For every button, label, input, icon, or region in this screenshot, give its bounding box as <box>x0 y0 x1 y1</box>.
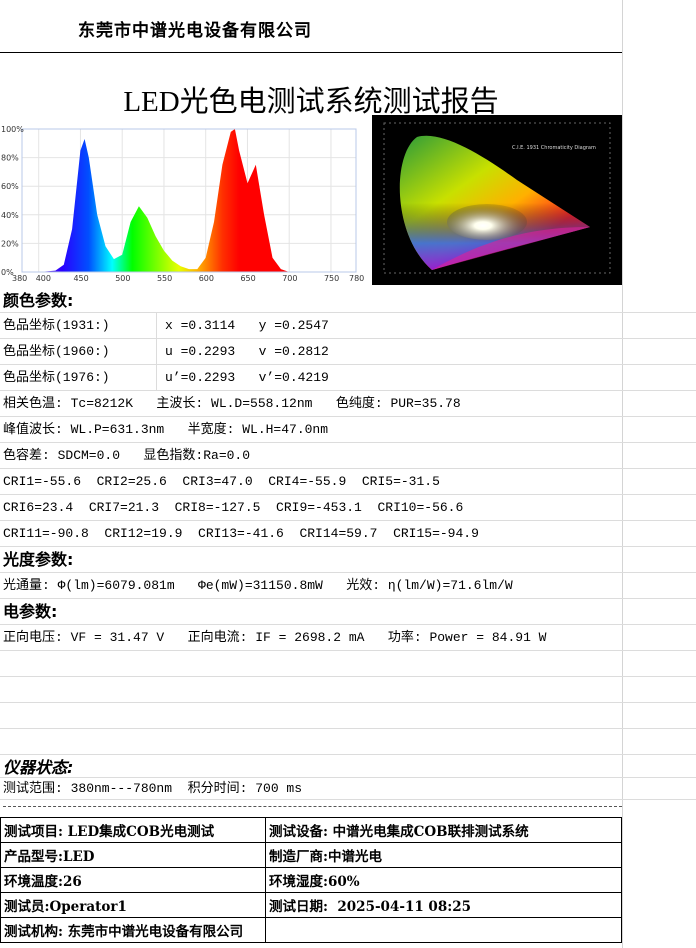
spectrum-chart: 0% 20% 40% 60% 80% 100% 380 400 450 500 550 600 650 7… <box>1 125 364 283</box>
test-info-table: 测试项目: LED集成COB光电测试 测试设备: 中谱光电集成COB联排测试系统产… <box>0 817 622 943</box>
instrument-line: 测试范围: 380nm---780nm 积分时间: 700 ms <box>0 778 696 800</box>
blank-row <box>0 729 696 755</box>
color-param-row: CRI11=-90.8 CRI12=19.9 CRI13=-41.6 CRI14… <box>0 521 696 547</box>
y-tick-label: 100% <box>1 125 24 134</box>
info-row: 测试员:Operator1 测试日期: 2025-04-11 08:25 <box>0 892 622 918</box>
info-cell: 测试设备: 中谱光电集成COB联排测试系统 <box>265 817 622 843</box>
cie-diagram: C.I.E. 1931 Chromaticity Diagram <box>372 115 622 285</box>
chromaticity-value: x =0.3114 y =0.2547 <box>156 313 329 338</box>
section-instrument: 仪器状态: <box>0 755 696 778</box>
x-tick-label: 550 <box>157 274 172 283</box>
info-cell: 测试员:Operator1 <box>0 892 266 918</box>
info-cell: 测试项目: LED集成COB光电测试 <box>0 817 266 843</box>
x-tick-label: 650 <box>240 274 255 283</box>
info-cell: 环境温度:26 <box>0 867 266 893</box>
report-title: LED光色电测试系统测试报告 <box>123 86 499 118</box>
y-tick-label: 60% <box>1 182 19 191</box>
plot-frame <box>21 128 357 273</box>
info-cell: 测试日期: 2025-04-11 08:25 <box>265 892 622 918</box>
section-electrical: 电参数: <box>0 599 696 625</box>
chromaticity-label: 色品坐标(1960:) <box>3 344 110 359</box>
electrical-line: 正向电压: VF = 31.47 V 正向电流: IF = 2698.2 mA … <box>0 625 696 651</box>
info-cell: 环境湿度:60% <box>265 867 622 893</box>
color-param-row: 色容差: SDCM=0.0 显色指数:Ra=0.0 <box>0 443 696 469</box>
section-color: 颜色参数: <box>0 288 696 313</box>
chromaticity-row: 色品坐标(1960:) u =0.2293 v =0.2812 <box>0 339 696 365</box>
cie-title: C.I.E. 1931 Chromaticity Diagram <box>512 145 596 151</box>
info-row: 测试项目: LED集成COB光电测试 测试设备: 中谱光电集成COB联排测试系统 <box>0 817 622 843</box>
x-tick-label: 500 <box>115 274 130 283</box>
header-divider <box>0 52 622 53</box>
info-cell: 产品型号:LED <box>0 842 266 868</box>
y-tick-label: 0% <box>1 268 14 277</box>
info-cell <box>265 917 622 943</box>
photometric-line: 光通量: Φ(lm)=6079.081m Φe(mW)=31150.8mW 光效… <box>0 573 696 599</box>
info-cell: 制造厂商:中谱光电 <box>265 842 622 868</box>
dashed-divider <box>3 806 622 807</box>
x-tick-label: 450 <box>73 274 88 283</box>
color-param-row: CRI6=23.4 CRI7=21.3 CRI8=-127.5 CRI9=-45… <box>0 495 696 521</box>
chromaticity-row: 色品坐标(1931:) x =0.3114 y =0.2547 <box>0 313 696 339</box>
x-tick-label: 780 <box>349 274 364 283</box>
blank-row <box>0 677 696 703</box>
chromaticity-row: 色品坐标(1976:) u’=0.2293 v’=0.4219 <box>0 365 696 391</box>
chromaticity-label: 色品坐标(1976:) <box>3 370 110 385</box>
x-tick-label: 380 <box>12 274 27 283</box>
x-tick-label: 750 <box>324 274 339 283</box>
section-photometric: 光度参数: <box>0 547 696 573</box>
chromaticity-value: u’=0.2293 v’=0.4219 <box>156 365 329 390</box>
company-name: 东莞市中谱光电设备有限公司 <box>78 21 312 41</box>
color-param-row: 相关色温: Tc=8212K 主波长: WL.D=558.12nm 色纯度: P… <box>0 391 696 417</box>
y-tick-label: 20% <box>1 239 19 248</box>
blank-row <box>0 651 696 677</box>
info-row: 产品型号:LED 制造厂商:中谱光电 <box>0 842 622 868</box>
y-tick-label: 80% <box>1 154 19 163</box>
blank-row <box>0 703 696 729</box>
info-row: 环境温度:26 环境湿度:60% <box>0 867 622 893</box>
y-tick-label: 40% <box>1 211 19 220</box>
x-tick-label: 400 <box>36 274 51 283</box>
x-tick-label: 600 <box>199 274 214 283</box>
chromaticity-label: 色品坐标(1931:) <box>3 318 110 333</box>
grid-line <box>622 0 623 948</box>
color-param-row: 峰值波长: WL.P=631.3nm 半宽度: WL.H=47.0nm <box>0 417 696 443</box>
chromaticity-value: u =0.2293 v =0.2812 <box>156 339 329 364</box>
x-tick-label: 700 <box>282 274 297 283</box>
spectrum-area <box>22 129 356 272</box>
info-cell: 测试机构: 东莞市中谱光电设备有限公司 <box>0 917 266 943</box>
info-row: 测试机构: 东莞市中谱光电设备有限公司 <box>0 917 622 943</box>
color-param-row: CRI1=-55.6 CRI2=25.6 CRI3=47.0 CRI4=-55.… <box>0 469 696 495</box>
